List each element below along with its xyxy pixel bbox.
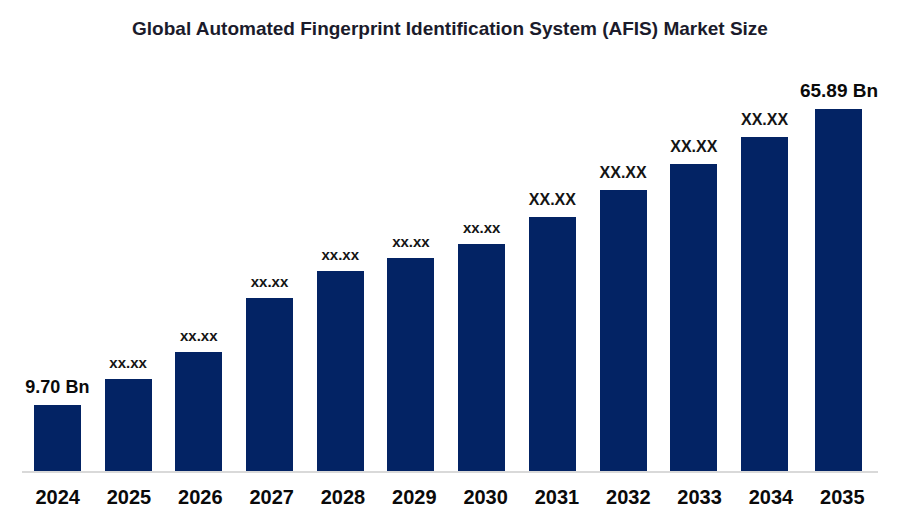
bar-slot-2030: xx.xx bbox=[446, 0, 517, 471]
bar-slot-2028: xx.xx bbox=[305, 0, 376, 471]
value-label-2030: xx.xx bbox=[463, 220, 501, 236]
bar-slot-2035: 65.89 Bn bbox=[800, 0, 878, 471]
bar-2031 bbox=[529, 217, 576, 471]
bar-slot-2026: xx.xx bbox=[163, 0, 234, 471]
bar-slot-2024: 9.70 Bn bbox=[22, 0, 93, 471]
bar-slot-2025: xx.xx bbox=[93, 0, 164, 471]
bar-2024 bbox=[34, 405, 81, 471]
x-tick-2029: 2029 bbox=[379, 486, 450, 509]
bar-slot-2032: XX.XX bbox=[588, 0, 659, 471]
x-axis-labels: 2024202520262027202820292030203120322033… bbox=[22, 486, 878, 509]
bar-2027 bbox=[246, 298, 293, 471]
x-tick-2030: 2030 bbox=[450, 486, 521, 509]
bar-2030 bbox=[458, 244, 505, 471]
value-label-2033: XX.XX bbox=[670, 139, 717, 156]
bar-2025 bbox=[105, 379, 152, 471]
x-tick-2031: 2031 bbox=[521, 486, 592, 509]
x-tick-2027: 2027 bbox=[236, 486, 307, 509]
value-label-2032: XX.XX bbox=[600, 165, 647, 182]
bar-2034 bbox=[741, 137, 788, 471]
value-label-2035: 65.89 Bn bbox=[800, 81, 878, 101]
value-label-2029: xx.xx bbox=[392, 234, 430, 250]
bar-slot-2031: XX.XX bbox=[517, 0, 588, 471]
bar-slot-2034: XX.XX bbox=[729, 0, 800, 471]
value-label-2031: XX.XX bbox=[529, 192, 576, 209]
value-label-2028: xx.xx bbox=[321, 247, 359, 263]
bar-slot-2033: XX.XX bbox=[658, 0, 729, 471]
x-tick-2032: 2032 bbox=[593, 486, 664, 509]
bar-slot-2029: xx.xx bbox=[376, 0, 447, 471]
bar-2026 bbox=[175, 352, 222, 471]
bar-slot-2027: xx.xx bbox=[234, 0, 305, 471]
value-label-2034: XX.XX bbox=[741, 112, 788, 129]
x-tick-2028: 2028 bbox=[307, 486, 378, 509]
bar-2032 bbox=[600, 190, 647, 471]
x-tick-2035: 2035 bbox=[807, 486, 878, 509]
x-tick-2033: 2033 bbox=[664, 486, 735, 509]
x-tick-2024: 2024 bbox=[22, 486, 93, 509]
chart-canvas: Global Automated Fingerprint Identificat… bbox=[0, 0, 900, 525]
bar-2028 bbox=[317, 271, 364, 471]
x-tick-2026: 2026 bbox=[165, 486, 236, 509]
x-tick-2025: 2025 bbox=[93, 486, 164, 509]
bar-2035 bbox=[815, 109, 862, 471]
value-label-2025: xx.xx bbox=[109, 355, 147, 371]
bar-2029 bbox=[387, 258, 434, 471]
value-label-2024: 9.70 Bn bbox=[25, 378, 89, 397]
x-tick-2034: 2034 bbox=[735, 486, 806, 509]
value-label-2027: xx.xx bbox=[251, 274, 289, 290]
bar-2033 bbox=[670, 164, 717, 471]
plot-area: 9.70 Bn xx.xx xx.xx xx.xx xx.xx xx.xx xx.xx XX.… bbox=[22, 0, 878, 473]
value-label-2026: xx.xx bbox=[180, 328, 218, 344]
